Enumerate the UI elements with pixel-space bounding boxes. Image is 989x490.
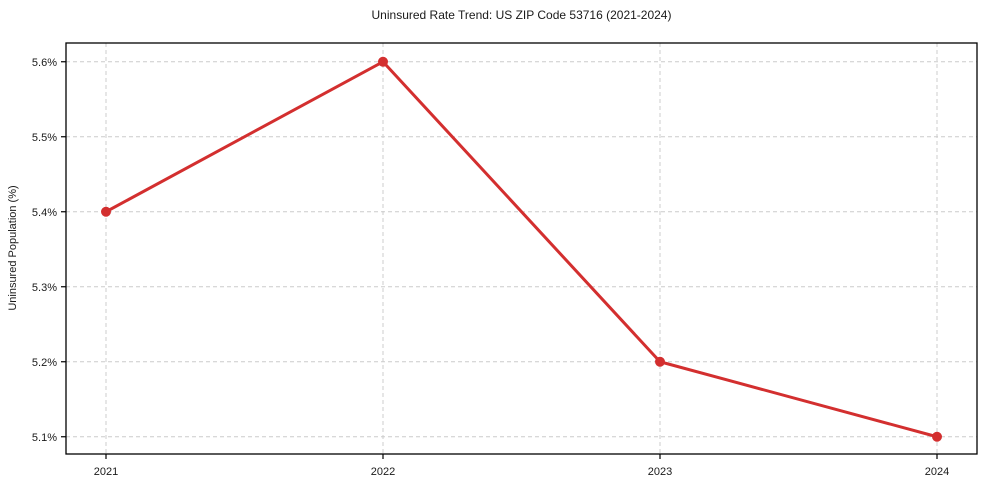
y-tick-label: 5.1% <box>32 432 57 444</box>
y-tick-label: 5.3% <box>32 282 57 294</box>
chart-title: Uninsured Rate Trend: US ZIP Code 53716 … <box>371 8 672 22</box>
y-tick-label: 5.2% <box>32 357 57 369</box>
y-tick-label: 5.4% <box>32 207 57 219</box>
x-tick-label: 2023 <box>648 466 672 478</box>
data-point-marker <box>932 431 942 442</box>
data-line <box>104 60 939 439</box>
y-axis-label-text: Uninsured Population (%) <box>7 185 19 311</box>
x-tick-label: 2022 <box>371 466 395 478</box>
y-tick-label: 5.6% <box>32 57 57 69</box>
x-tick-label: 2021 <box>94 466 118 478</box>
data-point-marker <box>101 206 111 217</box>
plot-border <box>65 42 978 455</box>
data-point-marker <box>378 56 388 67</box>
data-point-marker <box>655 356 665 367</box>
y-tick-label: 5.5% <box>32 132 57 144</box>
x-tick-label: 2024 <box>925 466 949 478</box>
